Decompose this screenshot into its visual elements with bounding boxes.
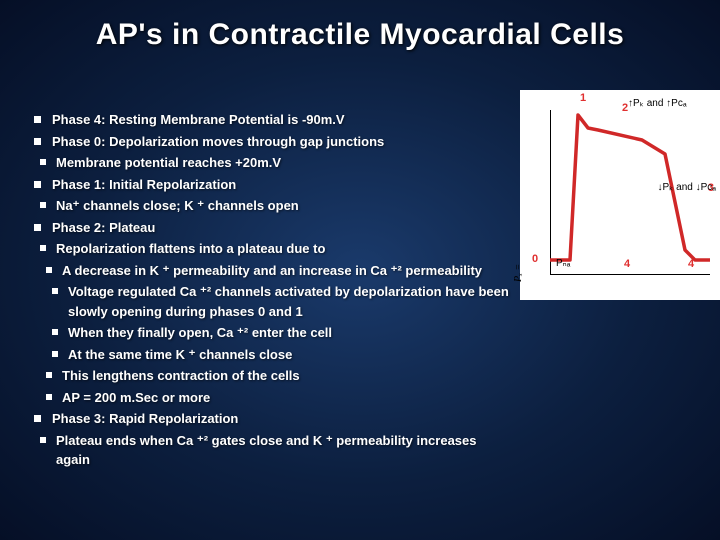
perm-label-na: Pₙₐ (556, 258, 570, 269)
list-item: At the same time K ⁺ channels close (48, 345, 510, 365)
phase-label-4: 4 (624, 258, 630, 270)
y-axis-label: Pₓ = (513, 264, 524, 282)
list-item: Phase 0: Depolarization moves through ga… (30, 132, 510, 152)
list-item: When they finally open, Ca ⁺² enter the … (48, 323, 510, 343)
list-item: Voltage regulated Ca ⁺² channels activat… (48, 282, 510, 321)
list-item: Repolarization flattens into a plateau d… (36, 239, 510, 259)
list-item: Phase 2: Plateau (30, 218, 510, 238)
list-item: Phase 4: Resting Membrane Potential is -… (30, 110, 510, 130)
list-item: Phase 3: Rapid Repolarization (30, 409, 510, 429)
ap-diagram: 0 1 2 3 4 4 ↑Pₖ and ↑Pᴄₐ ↓Pₖ and ↓Pᴄₐ Pₙ… (520, 90, 720, 300)
list-item: A decrease in K ⁺ permeability and an in… (42, 261, 510, 281)
perm-label-top: ↑Pₖ and ↑Pᴄₐ (628, 98, 687, 109)
page-title: AP's in Contractile Myocardial Cells (0, 18, 720, 52)
list-item: Membrane potential reaches +20m.V (36, 153, 510, 173)
bullet-list-region: Phase 4: Resting Membrane Potential is -… (30, 110, 510, 472)
list-item: Na⁺ channels close; K ⁺ channels open (36, 196, 510, 216)
list-item: Plateau ends when Ca ⁺² gates close and … (36, 431, 510, 470)
list-item: AP = 200 m.Sec or more (42, 388, 510, 408)
phase-label-4b: 4 (688, 258, 694, 270)
perm-label-right: ↓Pₖ and ↓Pᴄₐ (657, 182, 716, 193)
phase-label-0: 0 (532, 253, 538, 265)
list-item: Phase 1: Initial Repolarization (30, 175, 510, 195)
list-item: This lengthens contraction of the cells (42, 366, 510, 386)
phase-label-1: 1 (580, 92, 586, 104)
